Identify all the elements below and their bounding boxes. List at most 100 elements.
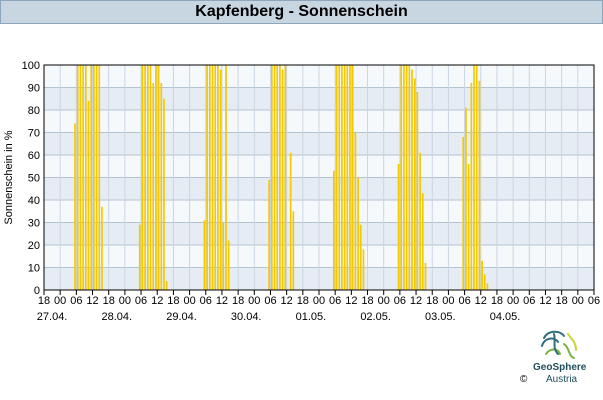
x-tick-label: 18 bbox=[426, 295, 438, 307]
sunshine-bar bbox=[405, 65, 408, 290]
x-tick-label: 12 bbox=[281, 295, 293, 307]
sunshine-bar bbox=[281, 69, 284, 290]
x-tick-label: 12 bbox=[475, 295, 487, 307]
x-tick-label: 18 bbox=[103, 295, 115, 307]
x-tick-label: 18 bbox=[38, 295, 50, 307]
x-tick-label: 12 bbox=[151, 295, 163, 307]
sunshine-bar bbox=[341, 65, 343, 290]
x-tick-label: 00 bbox=[183, 295, 195, 307]
sunshine-bar bbox=[157, 65, 160, 290]
sunshine-bar bbox=[214, 65, 217, 290]
y-tick-label: 30 bbox=[28, 218, 40, 230]
x-tick-label: 00 bbox=[248, 295, 260, 307]
sunshine-bar bbox=[144, 65, 146, 290]
sunshine-bar bbox=[351, 65, 354, 290]
x-tick-label: 18 bbox=[167, 295, 179, 307]
y-tick-label: 40 bbox=[28, 195, 40, 207]
sunshine-bar bbox=[467, 164, 470, 290]
sunshine-bar bbox=[79, 65, 82, 290]
sunshine-bar bbox=[462, 137, 465, 290]
sunshine-bar bbox=[397, 164, 400, 290]
x-date-label: 29.04. bbox=[166, 311, 197, 323]
sunshine-bar bbox=[93, 65, 95, 290]
sunshine-bar bbox=[149, 65, 152, 290]
sunshine-bar bbox=[76, 65, 79, 290]
sunshine-bar bbox=[413, 78, 416, 290]
x-tick-label: 06 bbox=[458, 295, 470, 307]
x-tick-label: 12 bbox=[410, 295, 422, 307]
sunshine-bar bbox=[276, 65, 279, 290]
sunshine-bar bbox=[219, 69, 222, 290]
sunshine-bar bbox=[362, 249, 365, 290]
sunshine-bar bbox=[273, 65, 276, 290]
x-tick-label: 06 bbox=[70, 295, 82, 307]
x-tick-label: 18 bbox=[232, 295, 244, 307]
sunshine-bar bbox=[208, 65, 211, 290]
sunshine-bar bbox=[475, 65, 478, 290]
x-tick-label: 06 bbox=[264, 295, 276, 307]
x-date-label: 04.05. bbox=[490, 311, 521, 323]
x-date-label: 27.04. bbox=[37, 311, 68, 323]
sunshine-bar bbox=[90, 65, 93, 290]
x-date-label: 01.05. bbox=[296, 311, 327, 323]
sunshine-bar bbox=[95, 65, 98, 290]
x-tick-label: 00 bbox=[378, 295, 390, 307]
y-tick-label: 100 bbox=[22, 60, 40, 72]
sunshine-bar bbox=[343, 65, 346, 290]
sunshine-bar bbox=[416, 92, 419, 290]
sunshine-bar bbox=[206, 65, 208, 290]
sunshine-bar bbox=[486, 283, 489, 290]
sunshine-bar bbox=[470, 83, 473, 290]
x-tick-label: 00 bbox=[442, 295, 454, 307]
sunshine-bar bbox=[225, 65, 227, 290]
sunshine-bar bbox=[284, 65, 287, 290]
x-tick-label: 12 bbox=[539, 295, 551, 307]
y-tick-label: 60 bbox=[28, 150, 40, 162]
x-tick-label: 00 bbox=[572, 295, 584, 307]
sunshine-bar bbox=[403, 65, 405, 290]
sunshine-bar bbox=[141, 65, 144, 290]
x-tick-label: 06 bbox=[329, 295, 341, 307]
sunshine-bar bbox=[222, 222, 225, 290]
sunshine-bar bbox=[74, 123, 76, 290]
sunshine-bar bbox=[217, 65, 219, 290]
logo-subtitle: Austria bbox=[546, 374, 578, 385]
x-date-label: 03.05. bbox=[425, 311, 456, 323]
x-tick-label: 18 bbox=[491, 295, 503, 307]
sunshine-bar bbox=[146, 65, 149, 290]
sunshine-bar bbox=[268, 179, 270, 290]
sunshine-bar bbox=[87, 101, 90, 290]
x-tick-label: 00 bbox=[119, 295, 131, 307]
sunshine-bar bbox=[400, 65, 403, 290]
y-tick-label: 50 bbox=[28, 173, 40, 185]
y-axis-label: Sonnenschein in % bbox=[3, 130, 15, 224]
x-tick-label: 18 bbox=[297, 295, 309, 307]
sunshine-bar bbox=[289, 152, 292, 290]
y-tick-label: 70 bbox=[28, 128, 40, 140]
chart-title: Kapfenberg - Sonnenschein bbox=[195, 3, 408, 20]
sunshine-bar bbox=[138, 224, 141, 290]
sunshine-bar bbox=[473, 65, 475, 290]
x-tick-label: 18 bbox=[361, 295, 373, 307]
sunshine-bar bbox=[279, 65, 281, 290]
x-tick-label: 12 bbox=[216, 295, 228, 307]
sunshine-bar bbox=[419, 152, 421, 290]
x-tick-label: 00 bbox=[54, 295, 66, 307]
sunshine-bar bbox=[481, 260, 483, 290]
sunshine-bar bbox=[357, 177, 359, 290]
x-tick-label: 06 bbox=[588, 295, 600, 307]
sunshine-bar bbox=[84, 65, 87, 290]
axes bbox=[43, 64, 595, 295]
sunshine-bar bbox=[424, 263, 427, 290]
x-tick-label: 06 bbox=[394, 295, 406, 307]
sunshine-bar bbox=[478, 80, 481, 290]
x-tick-label: 06 bbox=[135, 295, 147, 307]
sunshine-bar bbox=[203, 220, 206, 290]
x-tick-label: 00 bbox=[507, 295, 519, 307]
sunshine-bar bbox=[411, 69, 413, 290]
x-tick-label: 12 bbox=[86, 295, 98, 307]
y-tick-label: 10 bbox=[28, 263, 40, 275]
sunshine-bar bbox=[465, 107, 467, 290]
sunshine-bar bbox=[163, 98, 165, 290]
